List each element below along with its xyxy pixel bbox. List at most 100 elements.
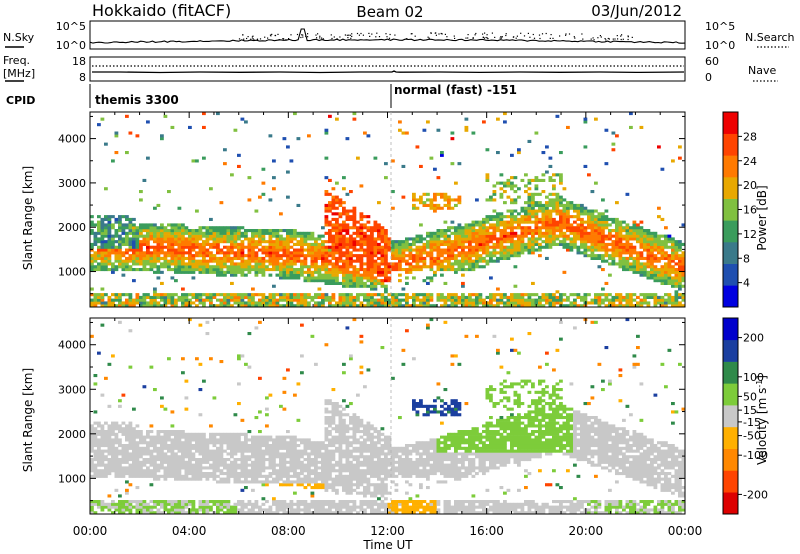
power-cell — [370, 245, 374, 249]
power-cell — [181, 268, 185, 272]
power-cell — [97, 295, 101, 299]
power-cell — [384, 245, 388, 249]
power-cell — [181, 259, 185, 263]
power-cell — [310, 248, 315, 252]
nsearch-dot — [347, 37, 349, 39]
velocity-cell — [142, 500, 147, 504]
power-cell — [394, 242, 399, 246]
power-cell — [303, 256, 308, 260]
power-cell — [615, 237, 619, 241]
velocity-cell — [247, 480, 252, 484]
power-cell — [90, 298, 94, 302]
power-cell — [664, 268, 668, 272]
power-cell — [538, 254, 542, 258]
power-cell — [153, 262, 157, 266]
velocity-cell — [174, 435, 178, 439]
power-cell — [342, 237, 346, 241]
power-cell — [639, 226, 644, 230]
power-cell — [506, 295, 511, 299]
power-cell — [216, 265, 220, 269]
power-cell — [524, 226, 528, 230]
power-cell — [317, 270, 322, 274]
power-cell — [352, 304, 357, 308]
power-cell — [335, 256, 339, 260]
velocity-cell — [195, 438, 199, 442]
power-cell — [608, 217, 612, 221]
power-cell — [219, 226, 224, 230]
power-cell — [153, 301, 157, 305]
power-cell — [195, 265, 199, 269]
power-cell — [100, 231, 105, 235]
velocity-cell — [240, 418, 245, 422]
power-cell — [524, 245, 528, 249]
power-cell — [632, 298, 637, 302]
power-cell — [664, 234, 668, 238]
power-cell — [146, 251, 150, 255]
power-cell — [664, 265, 668, 269]
nsearch-dot — [627, 35, 629, 37]
velocity-cell — [170, 446, 175, 450]
power-cell — [422, 293, 427, 297]
velocity-cell — [251, 435, 255, 439]
power-cell — [275, 229, 280, 233]
power-cell — [401, 242, 406, 246]
power-cell — [657, 301, 661, 305]
power-cell — [359, 212, 364, 216]
power-cell — [590, 254, 595, 258]
power-cell — [436, 265, 441, 269]
power-cell — [163, 262, 168, 266]
power-cell — [678, 287, 682, 291]
power-cell — [419, 198, 423, 202]
velocity-cell — [258, 511, 262, 515]
velocity-cell — [90, 511, 94, 515]
power-cell — [128, 229, 133, 233]
power-cell — [545, 240, 549, 244]
velocity-cell — [198, 432, 203, 436]
velocity-cell — [132, 432, 136, 436]
power-cell — [247, 301, 252, 305]
power-cell — [527, 192, 532, 196]
power-cell — [380, 248, 385, 252]
nsearch-dot — [305, 35, 307, 37]
power-cell — [324, 190, 329, 194]
power-cell — [114, 234, 119, 238]
power-cell — [226, 245, 231, 249]
power-cell — [356, 259, 360, 263]
power-cell — [412, 295, 416, 299]
power-cell — [314, 268, 318, 272]
power-cell — [328, 192, 332, 196]
power-cell — [422, 128, 427, 132]
velocity-cell — [223, 500, 227, 504]
power-cell — [230, 226, 234, 230]
velocity-cell — [153, 474, 157, 478]
velocity-cell — [146, 449, 150, 453]
power-cell — [562, 304, 567, 308]
velocity-cell — [244, 458, 248, 462]
velocity-cell — [153, 455, 157, 459]
velocity-cell — [104, 376, 108, 380]
power-cell — [366, 298, 371, 302]
power-cell — [667, 281, 672, 285]
power-cell — [573, 220, 577, 224]
nsearch-dot — [622, 38, 624, 40]
power-cell — [489, 276, 493, 280]
power-cell — [629, 295, 633, 299]
velocity-cell — [128, 430, 133, 434]
power-cell — [398, 254, 402, 258]
velocity-cell — [177, 502, 182, 506]
power-cell — [286, 237, 290, 241]
power-cell — [464, 231, 469, 235]
power-cell — [461, 245, 465, 249]
power-cell — [373, 265, 378, 269]
power-cell — [681, 242, 686, 246]
power-cell — [170, 268, 175, 272]
power-cell — [188, 298, 192, 302]
power-cell — [485, 259, 490, 263]
power-cell — [321, 242, 325, 246]
power-cell — [261, 256, 266, 260]
power-cell — [237, 229, 241, 233]
power-cell — [352, 231, 357, 235]
power-cell — [671, 245, 675, 249]
power-cell — [212, 240, 217, 244]
velocity-cell — [111, 505, 115, 509]
